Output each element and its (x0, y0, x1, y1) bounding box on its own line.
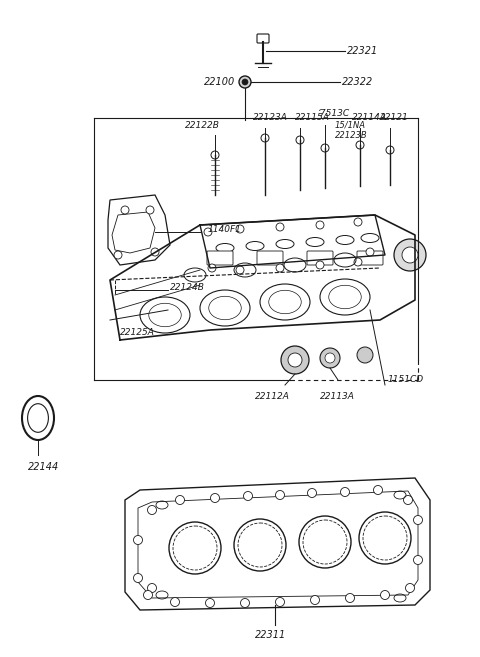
FancyBboxPatch shape (257, 251, 283, 265)
Text: 22123A: 22123A (253, 113, 288, 122)
Circle shape (296, 136, 304, 144)
Text: 22311: 22311 (255, 630, 286, 640)
Circle shape (147, 505, 156, 514)
Circle shape (170, 597, 180, 606)
Circle shape (394, 239, 426, 271)
Circle shape (236, 225, 244, 233)
Circle shape (413, 556, 422, 564)
Text: 1140F1: 1140F1 (208, 225, 242, 235)
Circle shape (240, 599, 250, 608)
FancyBboxPatch shape (207, 251, 233, 265)
Circle shape (386, 146, 394, 154)
Circle shape (354, 258, 362, 266)
Text: 22112A: 22112A (255, 392, 290, 401)
Text: 22114A: 22114A (352, 113, 387, 122)
Circle shape (133, 574, 143, 583)
Circle shape (321, 144, 329, 152)
Circle shape (276, 264, 284, 272)
Circle shape (236, 266, 244, 274)
Text: 22321: 22321 (347, 46, 378, 56)
Text: 22100: 22100 (204, 77, 235, 87)
Circle shape (205, 599, 215, 608)
Text: 22115A: 22115A (295, 113, 330, 122)
Circle shape (281, 346, 309, 374)
Text: 22123B: 22123B (335, 131, 368, 140)
Circle shape (121, 206, 129, 214)
Circle shape (356, 141, 364, 149)
Circle shape (211, 493, 219, 503)
Circle shape (357, 347, 373, 363)
Circle shape (242, 79, 248, 85)
Circle shape (404, 495, 412, 505)
Circle shape (381, 591, 389, 599)
Circle shape (316, 261, 324, 269)
Circle shape (311, 595, 320, 604)
Circle shape (211, 151, 219, 159)
Text: 1151CD: 1151CD (388, 376, 424, 384)
Circle shape (276, 597, 285, 606)
Circle shape (288, 353, 302, 367)
Circle shape (354, 218, 362, 226)
Circle shape (144, 591, 153, 599)
Text: 15/1NA: 15/1NA (335, 121, 366, 130)
Circle shape (208, 264, 216, 272)
Circle shape (261, 134, 269, 142)
Circle shape (176, 495, 184, 505)
Circle shape (373, 486, 383, 495)
Text: 22122B: 22122B (185, 121, 220, 130)
Text: ‘7513C: ‘7513C (318, 109, 350, 118)
Circle shape (325, 353, 335, 363)
Circle shape (133, 535, 143, 545)
Circle shape (243, 491, 252, 501)
Text: 22113A: 22113A (320, 392, 355, 401)
Circle shape (276, 491, 285, 499)
Circle shape (239, 76, 251, 88)
Circle shape (204, 228, 212, 236)
Circle shape (151, 248, 159, 256)
Circle shape (406, 583, 415, 593)
FancyBboxPatch shape (307, 251, 333, 265)
Circle shape (114, 251, 122, 259)
Circle shape (316, 221, 324, 229)
Circle shape (413, 516, 422, 524)
Circle shape (276, 223, 284, 231)
Text: 22124B: 22124B (170, 284, 205, 292)
Circle shape (340, 487, 349, 497)
Text: 22125A: 22125A (120, 328, 155, 337)
Text: 22322: 22322 (342, 77, 373, 87)
Circle shape (147, 583, 156, 593)
Circle shape (320, 348, 340, 368)
Text: 22144: 22144 (28, 462, 59, 472)
Circle shape (366, 248, 374, 256)
Circle shape (146, 206, 154, 214)
FancyBboxPatch shape (357, 251, 383, 265)
Circle shape (402, 247, 418, 263)
Circle shape (346, 593, 355, 602)
Text: 22121: 22121 (380, 113, 409, 122)
Circle shape (308, 489, 316, 497)
FancyBboxPatch shape (257, 34, 269, 43)
